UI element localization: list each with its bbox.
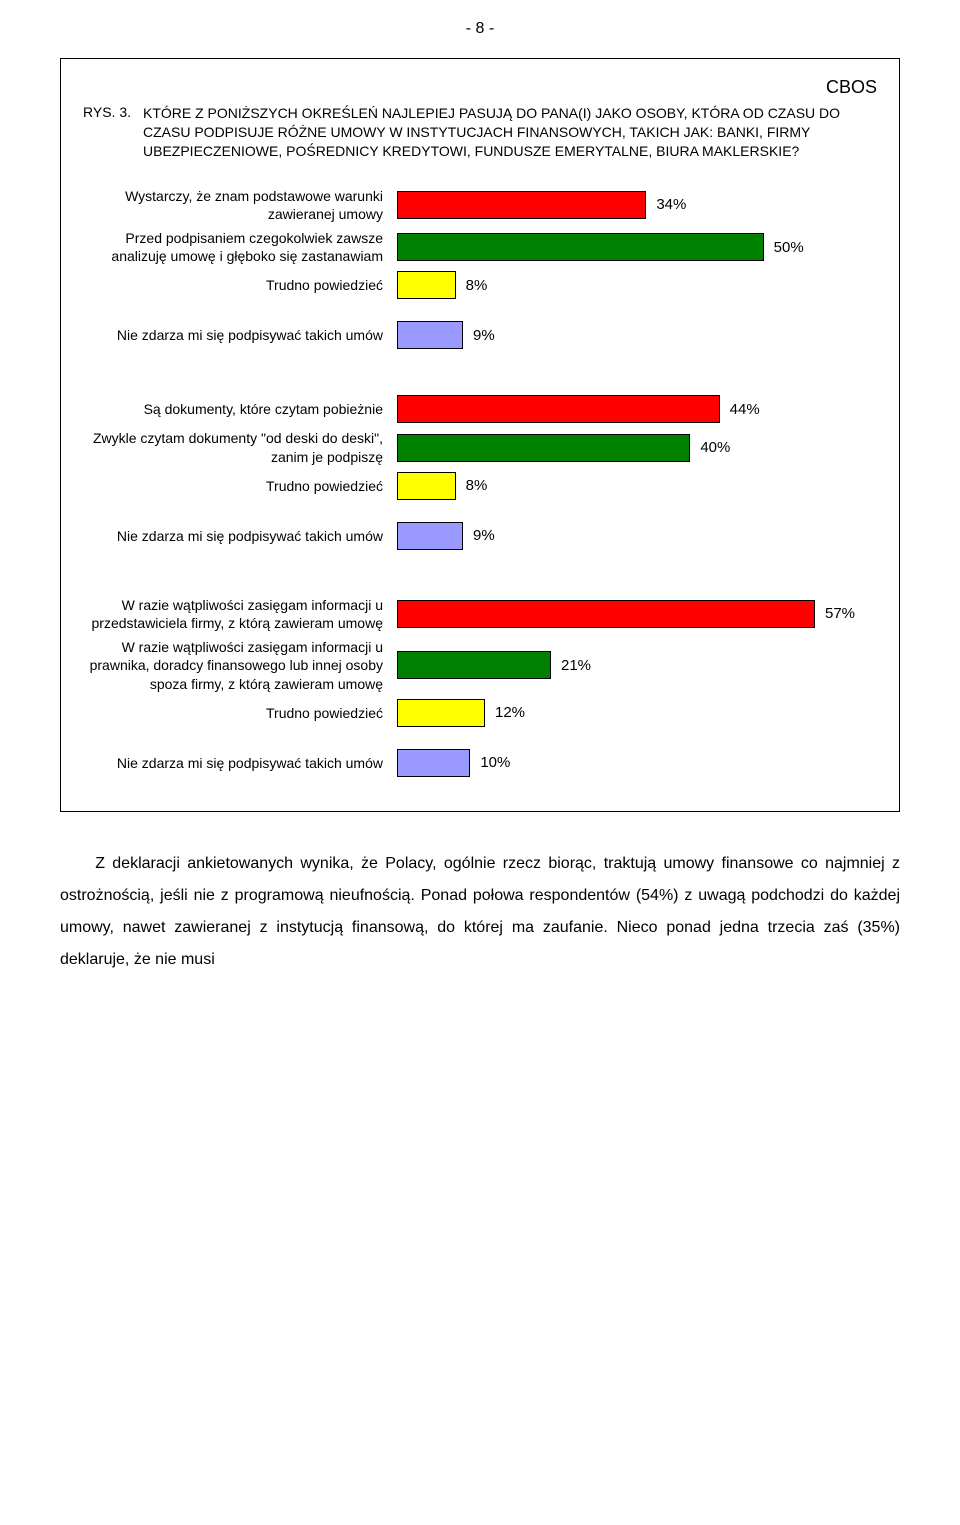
row-label: Trudno powiedzieć: [83, 276, 397, 294]
bar-value: 44%: [730, 401, 760, 418]
chart-box: CBOS RYS. 3. KTÓRE Z PONIŻSZYCH OKREŚLEŃ…: [60, 58, 900, 812]
bar-area: 10%: [397, 749, 877, 777]
chart-row: Przed podpisaniem czegokolwiek zawsze an…: [83, 229, 877, 265]
body-paragraph: Z deklaracji ankietowanych wynika, że Po…: [60, 848, 900, 976]
bar-value: 21%: [561, 657, 591, 674]
bar: [397, 749, 470, 777]
bar-area: 8%: [397, 472, 877, 500]
chart-row: Nie zdarza mi się podpisywać takich umów…: [83, 321, 877, 349]
bar-value: 50%: [774, 239, 804, 256]
row-label: Wystarczy, że znam podstawowe warunki za…: [83, 187, 397, 223]
row-label: Nie zdarza mi się podpisywać takich umów: [83, 754, 397, 772]
bar-value: 12%: [495, 704, 525, 721]
row-label: W razie wątpliwości zasięgam informacji …: [83, 638, 397, 693]
chart-block-2: W razie wątpliwości zasięgam informacji …: [83, 596, 877, 777]
bar-area: 21%: [397, 651, 877, 679]
bar-area: 44%: [397, 395, 877, 423]
bar-value: 8%: [466, 477, 488, 494]
row-label: Trudno powiedzieć: [83, 704, 397, 722]
chart-row: Nie zdarza mi się podpisywać takich umów…: [83, 749, 877, 777]
bar: [397, 472, 456, 500]
row-label: Nie zdarza mi się podpisywać takich umów: [83, 326, 397, 344]
bar: [397, 651, 551, 679]
bar-area: 50%: [397, 233, 877, 261]
question-number: RYS. 3.: [83, 104, 143, 120]
bar: [397, 600, 815, 628]
bar: [397, 233, 764, 261]
chart-row: Trudno powiedzieć 8%: [83, 271, 877, 299]
bar: [397, 191, 646, 219]
bar: [397, 395, 720, 423]
bar: [397, 522, 463, 550]
bar-value: 57%: [825, 605, 855, 622]
chart-row: Trudno powiedzieć 12%: [83, 699, 877, 727]
row-label: Trudno powiedzieć: [83, 477, 397, 495]
row-label: Są dokumenty, które czytam pobieżnie: [83, 400, 397, 418]
row-label: Nie zdarza mi się podpisywać takich umów: [83, 527, 397, 545]
question-text: KTÓRE Z PONIŻSZYCH OKREŚLEŃ NAJLEPIEJ PA…: [143, 104, 877, 161]
page-number: - 8 -: [60, 20, 900, 38]
chart-row: W razie wątpliwości zasięgam informacji …: [83, 638, 877, 693]
bar-area: 8%: [397, 271, 877, 299]
chart-row: Wystarczy, że znam podstawowe warunki za…: [83, 187, 877, 223]
chart-block-0: Wystarczy, że znam podstawowe warunki za…: [83, 187, 877, 350]
bar-value: 10%: [480, 754, 510, 771]
chart-row: Trudno powiedzieć 8%: [83, 472, 877, 500]
charts-container: Wystarczy, że znam podstawowe warunki za…: [83, 187, 877, 777]
chart-row: Nie zdarza mi się podpisywać takich umów…: [83, 522, 877, 550]
bar: [397, 321, 463, 349]
chart-block-1: Są dokumenty, które czytam pobieżnie 44% Z…: [83, 395, 877, 549]
bar-area: 34%: [397, 191, 877, 219]
bar-value: 40%: [700, 439, 730, 456]
row-label: Zwykle czytam dokumenty "od deski do des…: [83, 429, 397, 465]
bar-area: 40%: [397, 434, 877, 462]
bar-value: 8%: [466, 277, 488, 294]
cbos-label: CBOS: [83, 77, 877, 98]
bar-value: 9%: [473, 327, 495, 344]
bar-area: 12%: [397, 699, 877, 727]
chart-row: W razie wątpliwości zasięgam informacji …: [83, 596, 877, 632]
bar-area: 9%: [397, 321, 877, 349]
bar-area: 9%: [397, 522, 877, 550]
row-label: W razie wątpliwości zasięgam informacji …: [83, 596, 397, 632]
bar: [397, 434, 690, 462]
chart-row: Zwykle czytam dokumenty "od deski do des…: [83, 429, 877, 465]
bar: [397, 699, 485, 727]
bar-value: 34%: [656, 196, 686, 213]
bar-area: 57%: [397, 600, 877, 628]
bar-value: 9%: [473, 527, 495, 544]
row-label: Przed podpisaniem czegokolwiek zawsze an…: [83, 229, 397, 265]
bar: [397, 271, 456, 299]
chart-row: Są dokumenty, które czytam pobieżnie 44%: [83, 395, 877, 423]
